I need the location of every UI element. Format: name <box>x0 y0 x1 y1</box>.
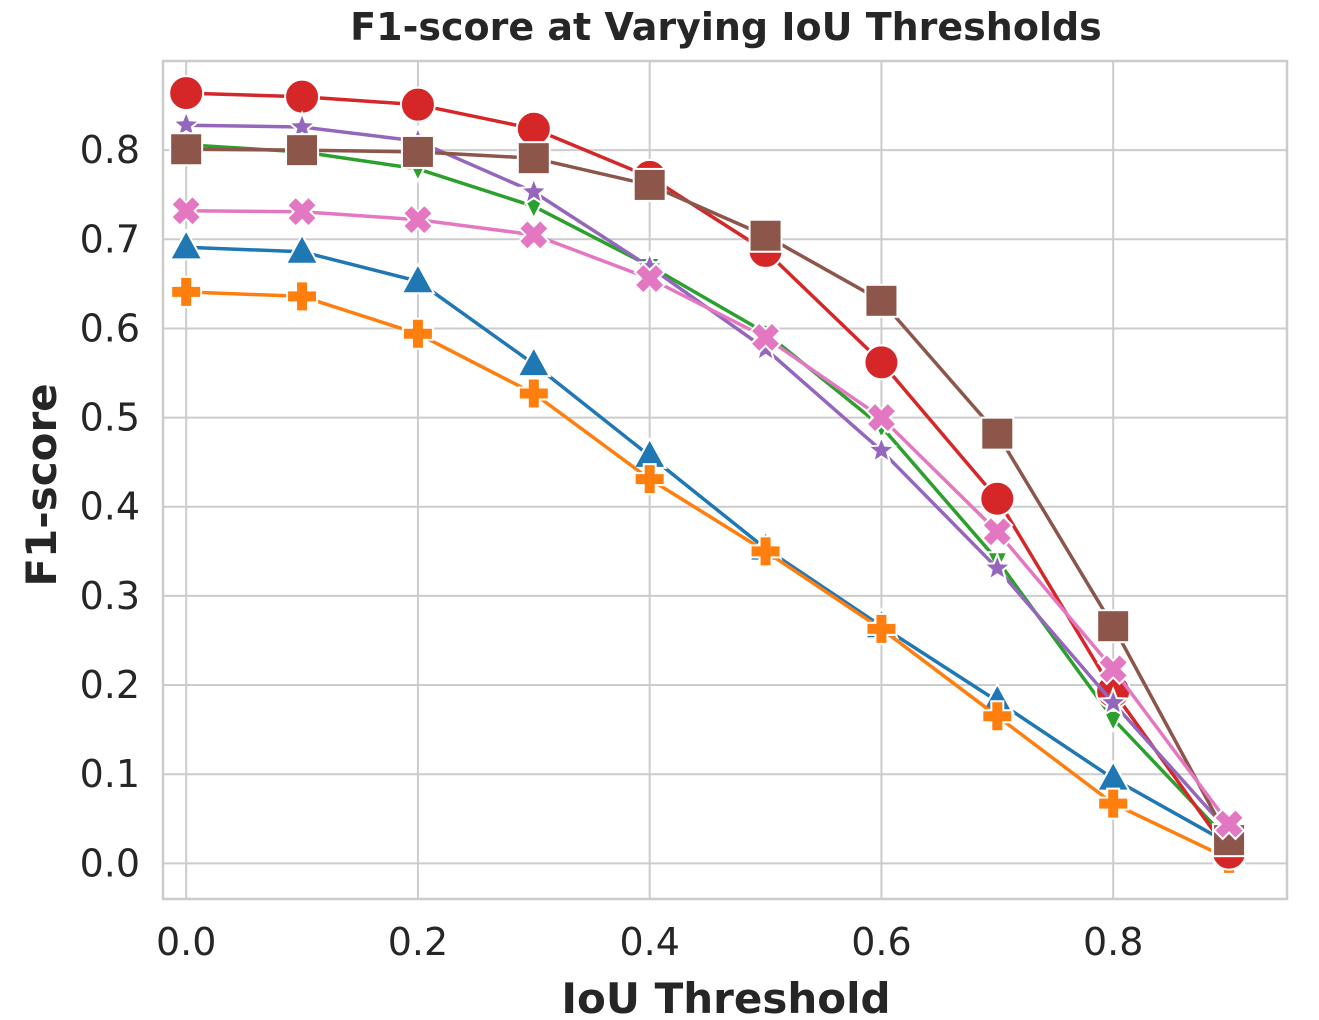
grid <box>163 61 1287 899</box>
series-line <box>186 290 1230 861</box>
data-point <box>516 141 551 176</box>
y-tick-label: 0.2 <box>80 663 140 707</box>
y-axis-label: F1-score <box>17 383 66 586</box>
plot-frame <box>161 59 1289 901</box>
data-point <box>632 167 667 202</box>
data-point <box>749 535 782 568</box>
data-point <box>286 280 319 313</box>
data-point <box>517 218 551 252</box>
data-point <box>981 551 1014 582</box>
data-point <box>865 401 898 434</box>
data-point <box>400 262 436 295</box>
data-point <box>517 175 550 206</box>
x-tick-label: 0.4 <box>619 920 679 964</box>
data-point <box>979 480 1016 517</box>
data-point <box>400 134 435 169</box>
series-5 <box>169 132 1247 858</box>
series-4 <box>170 108 1246 846</box>
data-point <box>168 75 205 112</box>
chart-title: F1-score at Varying IoU Thresholds <box>350 5 1102 49</box>
data-point <box>401 203 435 236</box>
series-line <box>186 209 1231 826</box>
data-point <box>980 416 1015 451</box>
series-line <box>186 91 1231 854</box>
data-point <box>285 195 319 228</box>
data-point <box>1097 787 1130 820</box>
y-tick-label: 0.3 <box>80 574 140 618</box>
y-tick-labels: 0.0 0.1 0.2 0.3 0.4 0.5 0.6 0.7 0.8 <box>80 128 140 885</box>
data-point <box>863 344 900 381</box>
data-point <box>169 132 204 167</box>
data-point <box>1212 807 1246 841</box>
series-1 <box>170 275 1246 875</box>
y-tick-label: 0.8 <box>80 128 140 172</box>
data-point <box>633 262 666 295</box>
series-0 <box>168 228 1247 857</box>
data-point <box>865 612 898 645</box>
data-point <box>170 108 203 139</box>
y-tick-label: 0.1 <box>80 752 140 796</box>
x-tick-label: 0.8 <box>1083 920 1143 964</box>
x-tick-label: 0.0 <box>156 920 216 964</box>
y-tick-label: 0.4 <box>80 485 140 529</box>
data-point <box>1101 709 1125 734</box>
series-3 <box>168 75 1248 871</box>
series-line <box>186 123 1231 834</box>
series-line <box>186 147 1231 842</box>
data-point <box>864 283 899 318</box>
data-point <box>981 700 1014 733</box>
series-6 <box>169 194 1246 841</box>
series-layer <box>168 75 1248 875</box>
y-tick-label: 0.6 <box>80 306 140 350</box>
data-point <box>1095 759 1131 792</box>
data-point <box>401 317 434 350</box>
data-point <box>749 321 782 354</box>
y-tick-label: 0.5 <box>80 396 140 440</box>
data-point <box>516 345 552 378</box>
data-point <box>517 377 550 410</box>
x-axis-label: IoU Threshold <box>561 974 890 1020</box>
series-line <box>186 143 1231 843</box>
data-point <box>399 86 436 123</box>
x-tick-label: 0.2 <box>388 920 448 964</box>
x-tick-label: 0.6 <box>851 920 911 964</box>
data-point <box>168 228 204 261</box>
data-point <box>1096 609 1131 644</box>
data-point <box>633 463 666 496</box>
data-point <box>286 110 319 141</box>
data-point <box>865 433 898 465</box>
data-point <box>284 78 321 115</box>
y-tick-label: 0.0 <box>80 841 140 885</box>
series-line <box>186 245 1230 846</box>
data-point <box>515 110 552 147</box>
data-point <box>169 194 203 228</box>
data-point <box>981 515 1014 549</box>
series-2 <box>174 135 1241 856</box>
data-point <box>285 133 320 168</box>
y-tick-label: 0.7 <box>80 217 140 261</box>
data-point <box>1097 686 1130 717</box>
data-point <box>284 232 320 265</box>
data-point <box>170 275 203 308</box>
x-tick-labels: 0.0 0.2 0.4 0.6 0.8 <box>156 920 1143 964</box>
data-point <box>748 218 783 253</box>
data-point <box>1096 652 1130 686</box>
